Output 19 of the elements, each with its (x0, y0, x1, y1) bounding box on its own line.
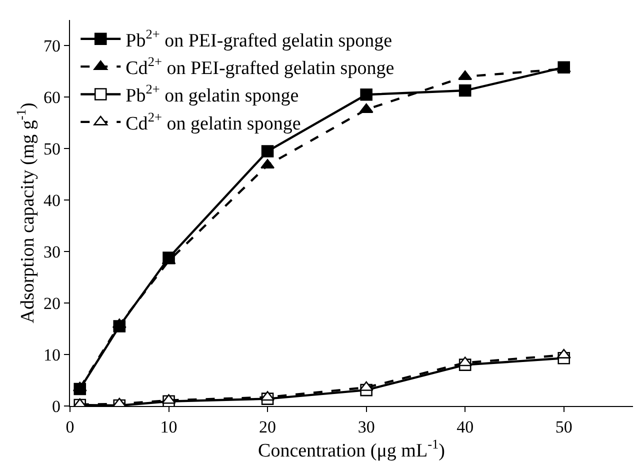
y-tick-label: 40 (44, 191, 60, 210)
y-tick-label: 30 (44, 242, 60, 262)
y-tick-label: 0 (52, 396, 60, 416)
x-tick-label: 20 (259, 418, 276, 436)
y-tick-label: 20 (44, 294, 60, 314)
legend-label: Cd$^{2+}$ on gelatin sponge (126, 109, 301, 134)
legend-label: Pb$^{2+}$ on gelatin sponge (126, 82, 299, 107)
x-tick-label: 40 (456, 418, 474, 436)
legend-label: Cd$^{2+}$ on PEI-grafted gelatin sponge (126, 54, 394, 79)
x-tick-label: 50 (555, 418, 572, 436)
legend-label: Pb$^{2+}$ on PEI-grafted gelatin sponge (126, 26, 392, 52)
y-tick-label: 70 (44, 36, 60, 56)
x-tick-label: 10 (160, 418, 178, 436)
x-tick-label: 30 (358, 418, 375, 436)
y-tick-label: 50 (44, 140, 60, 159)
x-axis-title: Concentration (μg mL$^{-1}$) (258, 436, 445, 462)
x-tick-label: 0 (66, 418, 74, 436)
y-tick-label: 60 (44, 88, 60, 108)
y-tick-label: 10 (44, 345, 60, 364)
